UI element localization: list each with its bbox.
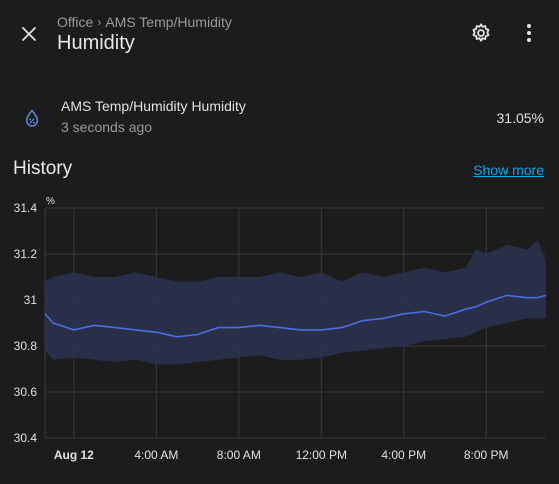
entity-state: 31.05% bbox=[496, 110, 544, 126]
history-chart[interactable]: 31.4 31.2 31 30.8 30.6 30.4 Aug 12 4:00 AM 8:00 … bbox=[0, 190, 559, 470]
entity-name: AMS Temp/Humidity Humidity bbox=[61, 98, 246, 114]
water-percent-icon bbox=[25, 109, 39, 127]
x-tick-label: 4:00 AM bbox=[134, 448, 178, 462]
dialog-header: Office › AMS Temp/Humidity Humidity bbox=[0, 0, 559, 70]
breadcrumb-device[interactable]: AMS Temp/Humidity bbox=[105, 14, 232, 30]
history-heading: History bbox=[13, 158, 73, 179]
breadcrumb-area[interactable]: Office bbox=[57, 14, 94, 30]
breadcrumb-separator: › bbox=[97, 15, 102, 29]
entity-row: AMS Temp/Humidity Humidity 3 seconds ago… bbox=[0, 92, 559, 142]
gear-icon bbox=[472, 23, 490, 42]
close-button[interactable] bbox=[13, 18, 45, 50]
dialog-title: Humidity bbox=[57, 32, 135, 54]
show-more-link[interactable]: Show more bbox=[473, 162, 544, 178]
entity-last-changed: 3 seconds ago bbox=[61, 119, 153, 135]
y-tick-label: 31.2 bbox=[14, 247, 38, 261]
y-tick-label: 30.8 bbox=[14, 339, 38, 353]
settings-button[interactable] bbox=[466, 18, 496, 48]
series-range-band bbox=[45, 240, 546, 365]
dots-vertical-icon bbox=[527, 24, 531, 42]
series-line bbox=[44, 294, 547, 338]
close-icon bbox=[22, 27, 36, 41]
unit-label: % bbox=[46, 196, 55, 207]
x-tick-label: Aug 12 bbox=[54, 448, 94, 462]
y-tick-label: 30.4 bbox=[14, 431, 38, 445]
more-options-button[interactable] bbox=[516, 18, 542, 48]
x-tick-label: 8:00 PM bbox=[464, 448, 509, 462]
y-tick-label: 30.6 bbox=[14, 385, 38, 399]
y-tick-label: 31 bbox=[24, 293, 38, 307]
y-tick-label: 31.4 bbox=[14, 201, 38, 215]
x-tick-label: 12:00 PM bbox=[296, 448, 347, 462]
x-tick-label: 4:00 PM bbox=[381, 448, 426, 462]
breadcrumb: Office › AMS Temp/Humidity bbox=[57, 14, 232, 30]
x-tick-label: 8:00 AM bbox=[217, 448, 261, 462]
